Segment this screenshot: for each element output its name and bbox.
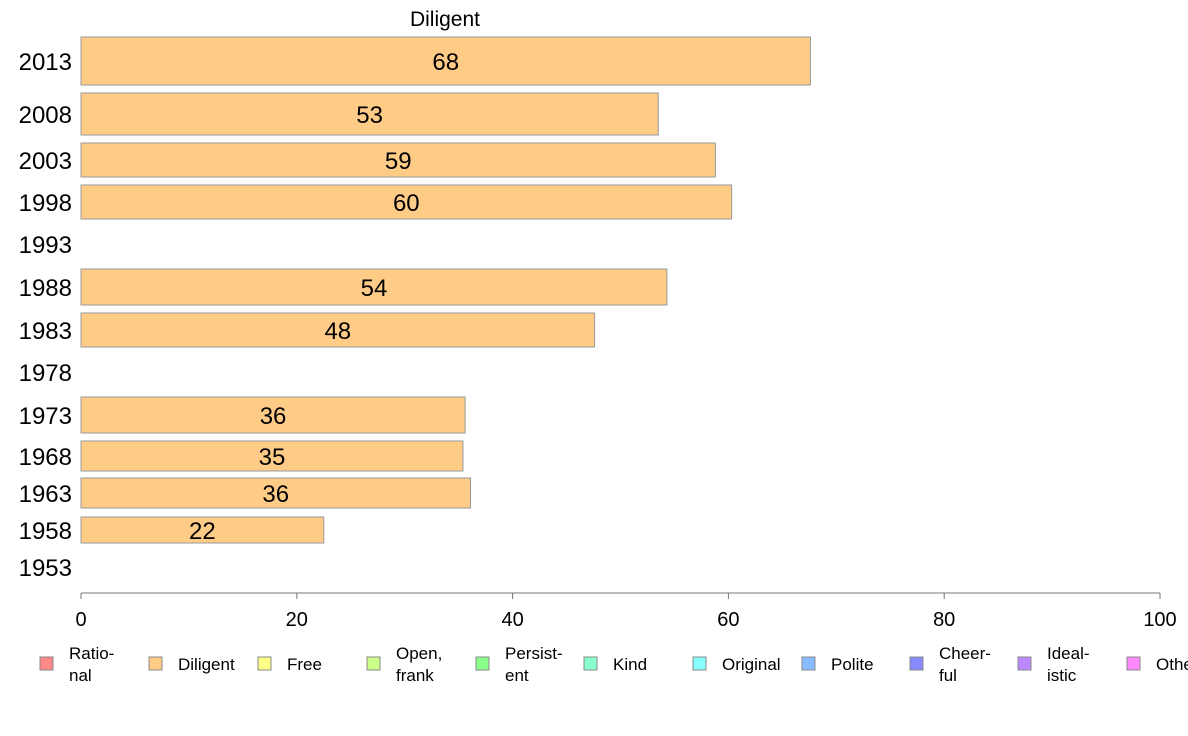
bar [80,312,596,348]
legend-label: Other [1156,655,1188,674]
legend-label: Open, [396,644,442,663]
bar [80,184,733,220]
y-tick-label: 1993 [19,232,72,259]
y-tick-label: 1983 [19,318,72,345]
y-tick-label: 1968 [19,444,72,471]
y-tick-labels: 2013 2008 2003 1998 1993 1988 1983 1978 1973 1968… [19,49,72,582]
x-tick-label: 100 [1143,609,1176,631]
bar [80,268,668,306]
x-tick-label: 60 [717,609,739,631]
y-tick-label: 2003 [19,148,72,175]
bar-value-label: 48 [324,318,351,345]
legend-item: Diligent [148,655,235,674]
bar [80,396,466,434]
legend-swatch [909,656,924,671]
y-tick-label: 1978 [19,360,72,387]
y-tick-label: 2008 [19,102,72,129]
bar [80,516,325,544]
y-tick-label: 1973 [19,403,72,430]
legend-label: Diligent [178,655,235,674]
bar-value-label: 22 [189,518,216,545]
y-tick-label: 1998 [19,190,72,217]
legend-label: Polite [831,655,874,674]
legend-label: Kind [613,655,647,674]
legend-item: Ratio-nal [39,644,114,685]
x-tick-label: 40 [501,609,523,631]
legend-swatch [801,656,816,671]
legend-label: ful [939,666,957,685]
legend-swatch [583,656,598,671]
legend-label: Free [287,655,322,674]
bar-value-label: 68 [432,49,459,76]
legend-swatch [692,656,707,671]
legend: Ratio-nal Diligent Free Open, frank Persist-e… [39,644,1188,685]
legend-label: ent [505,666,529,685]
legend-swatch [475,656,490,671]
legend-swatch [257,656,272,671]
bar-value-label: 54 [361,275,388,302]
x-tick-label: 80 [933,609,955,631]
legend-label: Ratio- [69,644,114,663]
bar-value-label: 59 [385,148,412,175]
legend-label: Cheer- [939,644,991,663]
legend-item: Other [1126,655,1188,674]
x-axis: 0 20 40 60 80 100 [75,592,1177,631]
y-tick-label: 1958 [19,518,72,545]
bar [80,142,716,178]
legend-item: Persist-ent [475,644,563,685]
bar [80,477,472,509]
legend-item: Original [692,655,781,674]
legend-swatch [1017,656,1032,671]
legend-swatch [148,656,163,671]
bar-value-label: 53 [356,102,383,129]
legend-swatch [366,656,381,671]
bar-value-label: 35 [259,444,286,471]
x-tick-label: 0 [75,609,86,631]
legend-item: Cheer-ful [909,644,991,685]
legend-label: Original [722,655,781,674]
bar-value-label: 36 [260,403,287,430]
legend-swatch [1126,656,1141,671]
y-tick-label: 2013 [19,49,72,76]
legend-item: Polite [801,655,874,674]
legend-label: Ideal- [1047,644,1090,663]
legend-item: Open, frank [366,644,442,685]
y-tick-label: 1963 [19,481,72,508]
chart-title: Diligent [410,8,480,31]
y-tick-label: 1988 [19,275,72,302]
legend-item: Free [257,655,322,674]
legend-label: Persist- [505,644,563,663]
legend-swatch [39,656,54,671]
bar [80,92,659,136]
legend-item: Kind [583,655,647,674]
bar [80,440,464,472]
bar-value-label: 36 [262,481,289,508]
x-tick-label: 20 [286,609,308,631]
legend-label: nal [69,666,92,685]
bar-value-label: 60 [393,190,420,217]
bar [80,36,811,86]
legend-label: istic [1047,666,1077,685]
y-tick-label: 1953 [19,555,72,582]
legend-label: frank [396,666,434,685]
legend-item: Ideal-istic [1017,644,1090,685]
